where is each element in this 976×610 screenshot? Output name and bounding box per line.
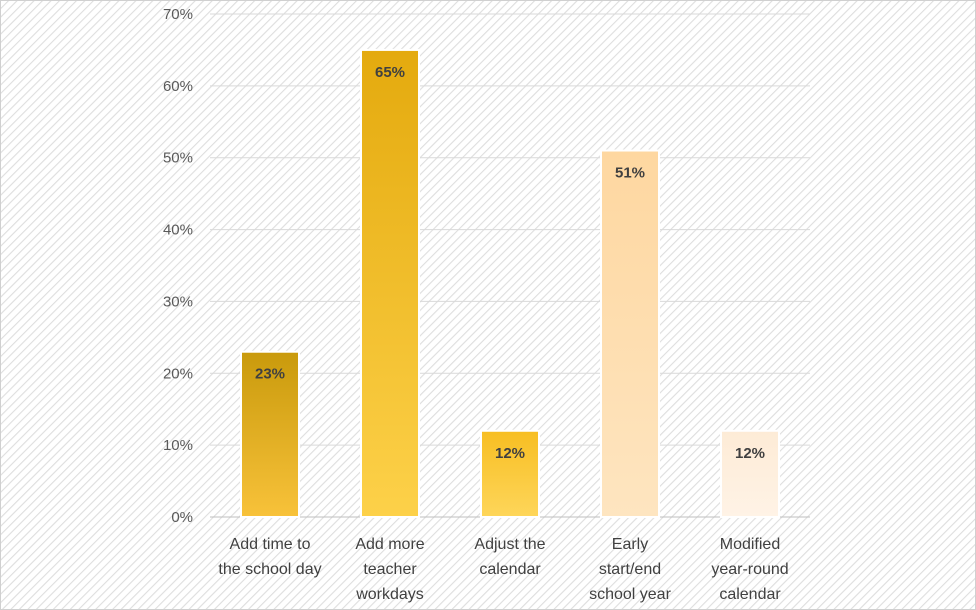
y-tick-label: 30%: [163, 293, 193, 310]
bar: [240, 350, 300, 518]
x-category-label: Add more teacher workdays: [355, 536, 425, 603]
bar: [600, 149, 660, 518]
y-tick-label: 10%: [163, 437, 193, 454]
data-label: 12%: [735, 445, 765, 462]
bar: [360, 48, 420, 519]
y-axis-tick-labels: 0% 10% 20% 30% 40% 50% 60% 70%: [163, 6, 193, 526]
y-tick-label: 70%: [163, 6, 193, 23]
y-tick-label: 50%: [163, 150, 193, 167]
x-axis-category-labels: Add time to the school day Add more teacher…: [218, 536, 788, 603]
x-category-label: Modified year-round calendar: [711, 536, 788, 603]
x-category-label: Adjust the calendar: [474, 536, 545, 578]
x-category-label: Add time to the school day: [218, 536, 321, 578]
y-tick-label: 60%: [163, 78, 193, 95]
data-labels: 23% 65% 12% 51% 12%: [255, 64, 765, 462]
bar: [480, 429, 540, 518]
data-label: 51%: [615, 165, 645, 182]
y-tick-label: 40%: [163, 222, 193, 239]
y-tick-label: 20%: [163, 365, 193, 382]
gridlines: [210, 13, 810, 518]
x-category-label: Early start/end school year: [589, 536, 671, 603]
data-label: 23%: [255, 366, 285, 383]
y-tick-label: 0%: [171, 509, 193, 526]
data-label: 12%: [495, 445, 525, 462]
bars: [240, 48, 780, 519]
bar: [720, 429, 780, 518]
data-label: 65%: [375, 64, 405, 81]
